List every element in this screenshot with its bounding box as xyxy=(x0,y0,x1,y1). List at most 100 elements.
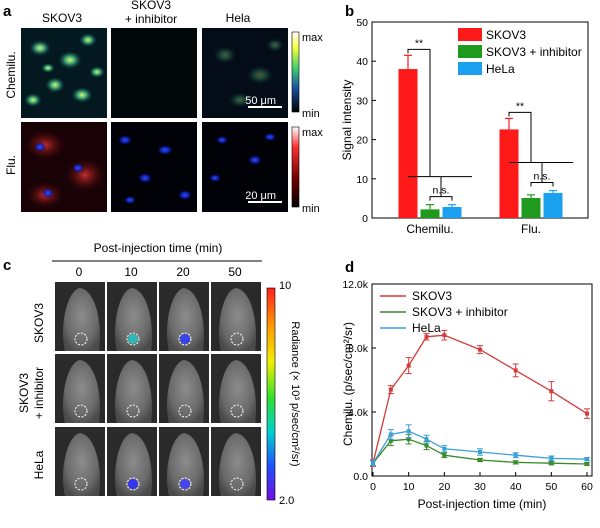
bar-chart-y-axis: 0 10 20 30 40 50 xyxy=(356,17,376,225)
y-tick-label: 20 xyxy=(356,135,368,147)
data-point xyxy=(388,387,393,392)
legend-label: SKOV3 xyxy=(412,289,452,303)
panel-c-header: Post-injection time (min) xyxy=(94,241,223,255)
x-tick-label: 50 xyxy=(545,481,557,493)
x-tick-label: Flu. xyxy=(521,222,541,236)
roi-circle xyxy=(126,332,140,346)
data-point xyxy=(442,446,447,451)
col-label-skov3: SKOV3 xyxy=(42,11,82,25)
scalebar-label-50um: 50 μm xyxy=(245,95,276,107)
x-tick-label: 0 xyxy=(370,481,376,493)
flu-hela-nuclei xyxy=(209,133,276,182)
row-label-skov3-inhibitor-line1: SKOV3 xyxy=(17,373,31,413)
line-chart-legend: SKOV3 SKOV3 + inhibitor HeLa xyxy=(380,289,508,335)
legend-label: SKOV3 xyxy=(486,28,526,42)
data-point xyxy=(388,438,393,443)
bar xyxy=(398,69,418,218)
data-point xyxy=(388,432,393,437)
data-point xyxy=(513,368,518,373)
time-label-10: 10 xyxy=(124,265,138,279)
bar xyxy=(543,192,563,218)
time-label-50: 50 xyxy=(228,265,242,279)
col-label-skov3-inhibitor-line2: + inhibitor xyxy=(125,12,177,26)
roi-circle xyxy=(230,404,244,418)
line-chart-y-label: Chemilu. (p/sec/cm²/sr) xyxy=(341,322,355,446)
bar-chart-bars xyxy=(398,54,563,218)
signal-spot xyxy=(180,479,190,489)
x-tick-label: 40 xyxy=(510,481,522,493)
mouse-body xyxy=(62,433,101,496)
mouse-body xyxy=(166,433,205,496)
panel-a-letter: a xyxy=(3,3,12,20)
data-point xyxy=(549,389,554,394)
bar xyxy=(499,129,519,218)
mouse-body xyxy=(218,360,257,423)
legend-swatch xyxy=(458,45,482,58)
y-tick-label: 12.0k xyxy=(342,279,368,291)
bar-chart-x-axis: Chemilu. Flu. xyxy=(406,214,541,236)
ns-bracket xyxy=(530,182,554,187)
mouse-body xyxy=(114,433,153,496)
radiance-colorbar-min: 2.0 xyxy=(279,495,294,507)
row-label-hela: HeLa xyxy=(32,450,46,479)
mouse-image-grid xyxy=(55,282,261,496)
data-point xyxy=(585,457,589,462)
bar-chart-frame xyxy=(371,21,589,219)
x-tick-label: 30 xyxy=(474,481,486,493)
data-point xyxy=(513,460,518,465)
time-label-0: 0 xyxy=(76,265,83,279)
bar-chart-y-label: Signal intensity xyxy=(340,80,354,161)
line-chart: 0.0 4.0k 8.0k 12.0k 0 10 20 30 40 50 60 Chemilu. … xyxy=(341,279,593,511)
roi-circle xyxy=(74,332,88,346)
data-point xyxy=(478,347,482,352)
panel-b-letter: b xyxy=(345,3,354,20)
data-point xyxy=(478,450,482,454)
data-point xyxy=(371,461,375,466)
colorbar-flu xyxy=(291,126,300,208)
legend-swatch xyxy=(458,28,482,41)
data-point xyxy=(442,453,447,458)
roi-circle xyxy=(178,404,192,418)
radiance-colorbar-max: 10 xyxy=(279,280,291,292)
legend-label: SKOV3 + inhibitor xyxy=(486,45,582,59)
cell-glows-skov3 xyxy=(24,33,105,107)
colorbar-chemilu xyxy=(291,31,300,113)
legend-label: SKOV3 + inhibitor xyxy=(412,305,508,319)
colorbar-chemilu-max: max xyxy=(302,32,323,44)
col-label-hela: Hela xyxy=(226,11,251,25)
scalebar-50um xyxy=(248,106,282,108)
roi-circle xyxy=(230,477,244,491)
mouse-body xyxy=(166,360,205,423)
data-point xyxy=(549,461,554,466)
data-point xyxy=(549,456,554,461)
panel-d-letter: d xyxy=(345,259,354,276)
x-tick-label: 20 xyxy=(438,481,450,493)
panel-a: a SKOV3 SKOV3 + inhibitor Hela Chemilu. … xyxy=(3,0,323,215)
col-label-skov3-inhibitor-line1: SKOV3 xyxy=(131,0,171,12)
roi-circle xyxy=(178,477,192,491)
data-point xyxy=(442,333,447,338)
data-point xyxy=(406,429,411,434)
radiance-colorbar xyxy=(266,287,276,501)
line-chart-x-axis: 0 10 20 30 40 50 60 xyxy=(370,472,593,493)
data-point xyxy=(513,453,518,458)
panel-b: b 0 10 20 30 40 50 Signal intensity Chemilu. F… xyxy=(340,3,589,236)
cell-glows-hela xyxy=(213,38,284,108)
roi-circle xyxy=(74,404,88,418)
line-chart-x-label: Post-injection time (min) xyxy=(418,497,547,511)
y-tick-label: 4.0k xyxy=(348,407,369,419)
sig-label: ** xyxy=(415,37,423,49)
y-tick-label: 40 xyxy=(356,56,368,68)
data-point xyxy=(478,458,482,462)
roi-circle xyxy=(126,404,140,418)
x-tick-label: Chemilu. xyxy=(406,222,453,236)
mouse-body xyxy=(218,433,257,496)
y-tick-label: 0.0 xyxy=(353,471,368,483)
legend-label: HeLa xyxy=(486,62,515,76)
image-chemilu-inhibitor xyxy=(111,28,197,118)
bar-chart-legend: SKOV3 SKOV3 + inhibitor HeLa xyxy=(458,28,582,76)
x-tick-label: 10 xyxy=(403,481,415,493)
row-label-chemilu: Chemilu. xyxy=(4,51,18,98)
roi-circle xyxy=(126,477,140,491)
legend-label: HeLa xyxy=(412,321,441,335)
